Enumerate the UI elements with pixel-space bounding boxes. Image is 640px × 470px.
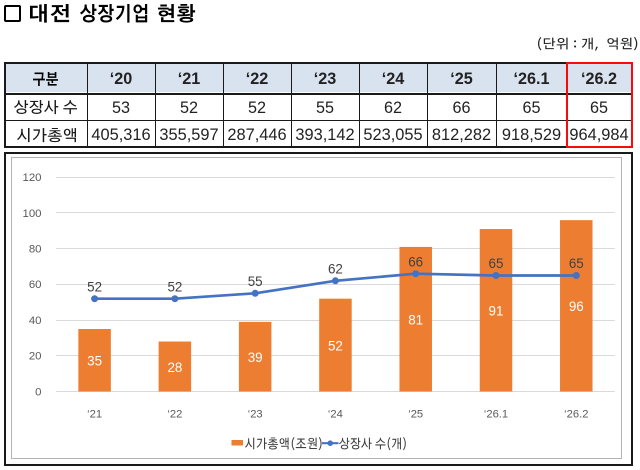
svg-text:91: 91 — [489, 304, 504, 319]
svg-text:35: 35 — [87, 354, 102, 369]
svg-text:‘22: ‘22 — [167, 409, 182, 421]
svg-text:39: 39 — [248, 350, 263, 365]
svg-text:20: 20 — [29, 351, 42, 363]
svg-text:40: 40 — [29, 315, 42, 327]
svg-text:‘21: ‘21 — [87, 409, 102, 421]
svg-text:‘25: ‘25 — [408, 409, 423, 421]
svg-text:55: 55 — [248, 274, 263, 289]
svg-text:65: 65 — [569, 256, 584, 271]
svg-text:52: 52 — [167, 279, 182, 294]
svg-text:96: 96 — [569, 299, 584, 314]
svg-text:‘26.1: ‘26.1 — [484, 409, 508, 421]
svg-text:‘26.2: ‘26.2 — [564, 409, 588, 421]
svg-text:120: 120 — [22, 172, 41, 184]
svg-text:100: 100 — [22, 208, 41, 220]
svg-text:52: 52 — [328, 338, 343, 353]
svg-text:52: 52 — [87, 279, 102, 294]
svg-text:66: 66 — [408, 254, 423, 269]
svg-text:0: 0 — [35, 386, 41, 398]
svg-text:28: 28 — [167, 360, 182, 375]
svg-text:‘23: ‘23 — [248, 409, 263, 421]
svg-text:65: 65 — [489, 256, 504, 271]
svg-text:80: 80 — [29, 244, 42, 256]
svg-text:‘24: ‘24 — [328, 409, 343, 421]
svg-text:81: 81 — [408, 313, 423, 328]
svg-text:60: 60 — [29, 279, 42, 291]
svg-text:62: 62 — [328, 261, 343, 276]
